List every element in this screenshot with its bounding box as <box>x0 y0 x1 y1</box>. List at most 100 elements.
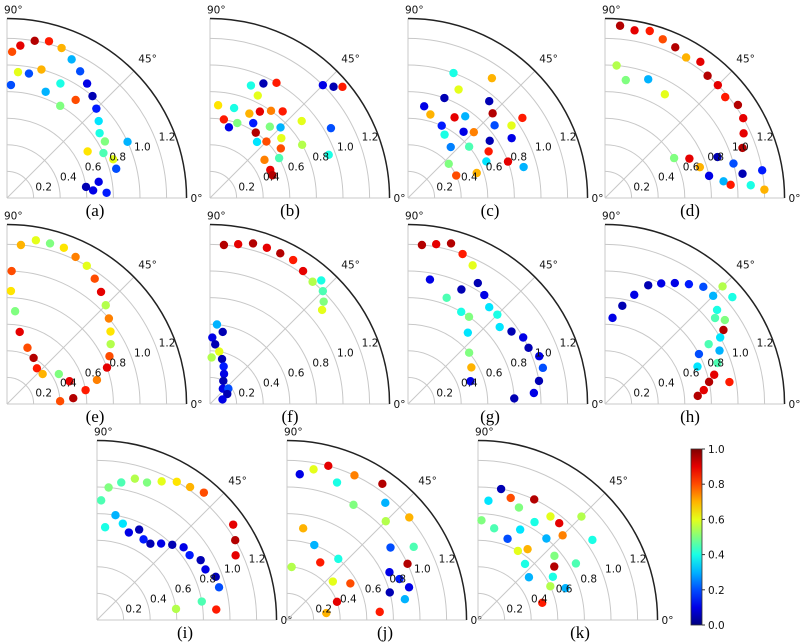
data-point <box>519 162 528 172</box>
r-tick-label: 0.6 <box>288 162 305 174</box>
data-point <box>467 363 476 372</box>
grid-line-45 <box>209 276 338 405</box>
data-point <box>319 297 328 306</box>
data-point <box>400 595 410 604</box>
data-point <box>67 55 76 64</box>
theta-tick-0: 0° <box>471 615 483 627</box>
data-point <box>719 325 728 335</box>
data-point <box>480 290 489 300</box>
data-point <box>657 279 666 288</box>
data-point <box>218 395 227 404</box>
panel-label: (f) <box>282 407 299 426</box>
data-point <box>485 97 494 106</box>
outer-arc <box>604 223 786 405</box>
theta-tick-0: 0° <box>281 615 293 627</box>
data-point <box>685 154 694 163</box>
data-point <box>704 171 714 181</box>
data-point <box>94 116 103 126</box>
polar-panel-i: 0.2 0.4 0.6 0.8 1.0 1.2 45° 0° 90° (i) <box>94 426 292 642</box>
data-point <box>571 559 581 568</box>
data-point <box>156 539 166 548</box>
r-tick-label: 0.4 <box>150 594 167 606</box>
theta-tick-45: 45° <box>736 54 755 66</box>
data-point <box>317 276 326 285</box>
colorbar: 0.0 0.2 0.4 0.6 0.8 1.0 <box>690 444 725 632</box>
r-tick-label: 0.2 <box>315 604 332 616</box>
data-point <box>213 101 223 110</box>
data-point <box>287 562 296 572</box>
data-point <box>272 78 281 88</box>
theta-tick-45: 45° <box>138 260 157 272</box>
data-point <box>219 240 229 250</box>
data-point <box>56 79 65 88</box>
data-point <box>81 385 90 395</box>
data-point <box>550 562 559 571</box>
theta-tick-45: 45° <box>341 260 360 272</box>
data-point <box>485 303 494 312</box>
data-point <box>44 37 54 46</box>
data-point <box>318 80 328 90</box>
data-point <box>146 539 155 548</box>
data-point <box>464 348 474 357</box>
data-point <box>233 240 243 249</box>
r-tick-label: 0.8 <box>707 358 724 370</box>
data-point <box>100 137 110 146</box>
data-point <box>259 79 268 88</box>
data-point <box>274 153 284 163</box>
r-tick-label: 0.2 <box>436 182 453 194</box>
r-tick-label: 1.2 <box>362 132 379 144</box>
data-point <box>249 118 258 128</box>
data-point <box>728 292 737 302</box>
outer-arc <box>6 17 188 199</box>
data-point <box>105 352 114 361</box>
data-point <box>446 239 456 248</box>
r-tick-label: 0.2 <box>633 388 650 400</box>
data-point <box>403 559 412 568</box>
data-point <box>378 479 387 489</box>
data-point <box>518 333 528 342</box>
data-point <box>721 92 730 102</box>
data-point <box>88 186 98 195</box>
data-point <box>725 377 734 387</box>
data-point <box>253 91 262 100</box>
data-point <box>669 153 679 163</box>
data-point <box>224 123 234 132</box>
data-point <box>720 315 730 325</box>
data-point <box>468 261 477 270</box>
data-point <box>457 285 466 294</box>
r-tick-label: 0.4 <box>658 378 675 390</box>
polar-panel-j: 0.2 0.4 0.6 0.8 1.0 1.2 45° 0° 90° (j) <box>284 426 482 642</box>
data-point <box>457 307 466 317</box>
data-point <box>515 525 525 534</box>
data-point <box>555 519 564 528</box>
data-point <box>338 82 347 92</box>
data-point <box>729 159 738 168</box>
data-point <box>695 162 705 172</box>
r-tick-label: 0.6 <box>486 162 503 174</box>
data-point <box>726 180 735 189</box>
data-point <box>172 477 181 486</box>
data-point <box>15 327 24 337</box>
data-point <box>349 500 358 510</box>
data-point <box>542 534 551 543</box>
data-point <box>694 349 704 359</box>
data-point <box>31 236 41 245</box>
data-point <box>219 362 228 371</box>
grid-line-45 <box>604 70 733 199</box>
data-point <box>171 604 181 614</box>
colorbar-tick-label: 0.6 <box>708 514 725 526</box>
data-point <box>703 71 712 80</box>
theta-tick-90: 90° <box>405 210 424 222</box>
data-point <box>179 543 188 552</box>
data-point <box>419 102 429 111</box>
data-point <box>484 147 493 156</box>
data-point <box>513 546 523 556</box>
data-point <box>298 266 308 276</box>
panel-label: (d) <box>680 201 700 220</box>
data-point <box>452 171 461 180</box>
data-point <box>715 333 725 342</box>
r-tick-label: 0.8 <box>199 574 216 586</box>
grid-line-45 <box>6 70 135 199</box>
theta-tick-45: 45° <box>341 54 360 66</box>
data-point <box>660 90 670 99</box>
